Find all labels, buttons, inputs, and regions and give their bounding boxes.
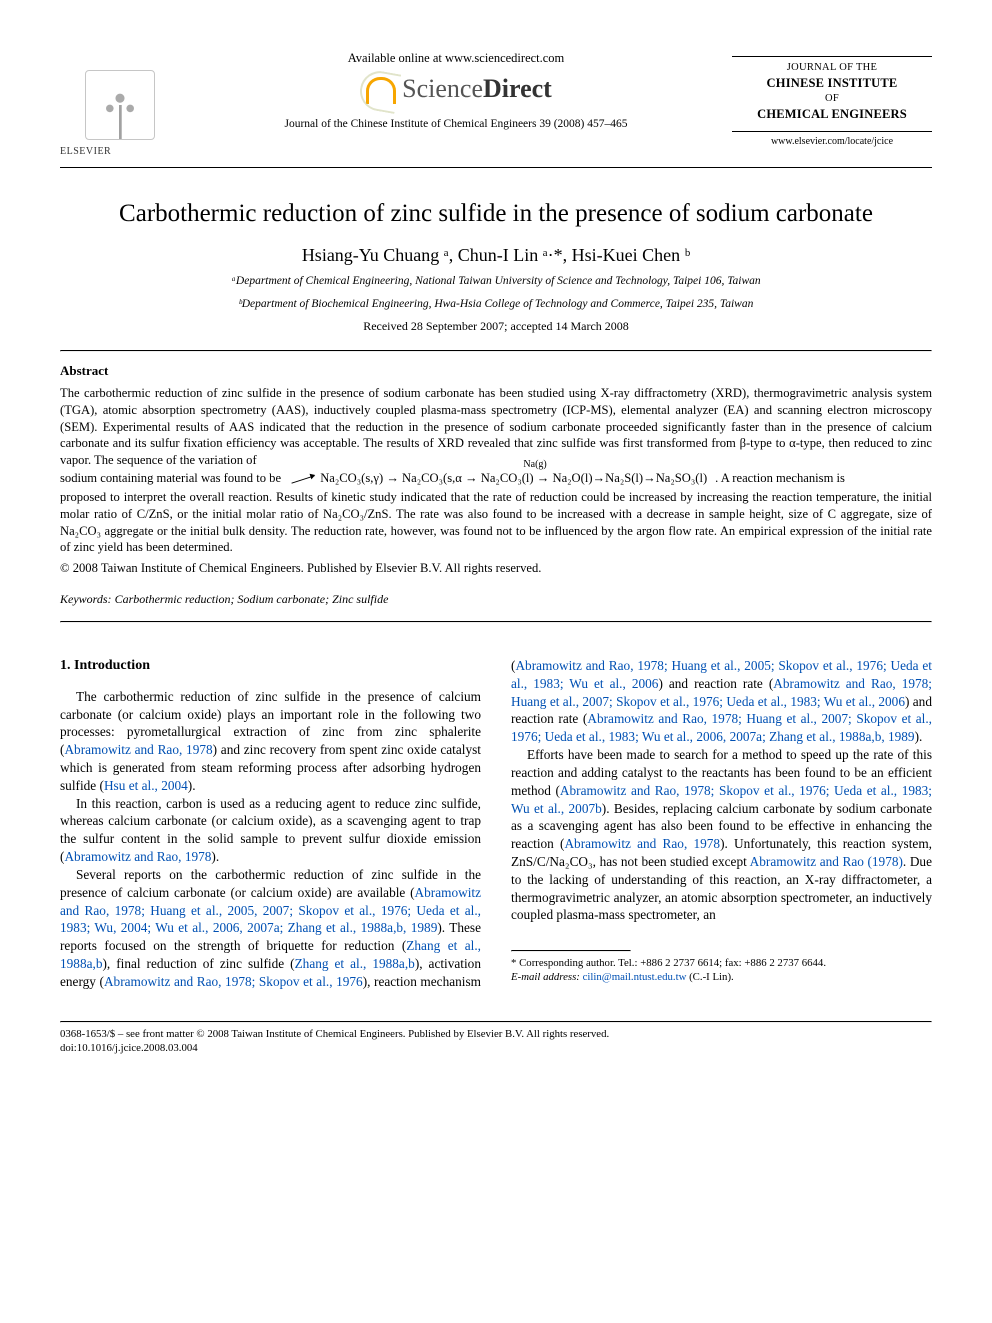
authors: Hsiang-Yu Chuang ᵃ, Chun-I Lin ᵃ·*, Hsi-… bbox=[60, 243, 932, 267]
sciencedirect-wordmark: ScienceDirect bbox=[402, 71, 552, 106]
affiliation-a: ᵃDepartment of Chemical Engineering, Nat… bbox=[60, 273, 932, 289]
footer-doi: doi:10.1016/j.jcice.2008.03.004 bbox=[60, 1041, 932, 1056]
corresponding-author: * Corresponding author. Tel.: +886 2 273… bbox=[511, 956, 932, 970]
citation-link[interactable]: Abramowitz and Rao, 1978 bbox=[64, 742, 212, 757]
journal-box-line2: CHEMICAL ENGINEERS bbox=[732, 106, 932, 123]
abstract-line2-left: sodium containing material was found to … bbox=[60, 470, 281, 487]
abstract-rule-bottom bbox=[60, 621, 932, 623]
sciencedirect-logo: ScienceDirect bbox=[180, 71, 732, 107]
abstract-heading: Abstract bbox=[60, 362, 932, 380]
t: ). bbox=[915, 729, 923, 744]
publisher-name: ELSEVIER bbox=[60, 145, 111, 159]
citation-link[interactable]: Abramowitz and Rao, 1978 bbox=[64, 849, 211, 864]
intro-p1: The carbothermic reduction of zinc sulfi… bbox=[60, 688, 481, 795]
email-name: (C.-I Lin). bbox=[689, 971, 734, 983]
abstract-p2: proposed to interpret the overall reacti… bbox=[60, 489, 932, 555]
intro-p2: In this reaction, carbon is used as a re… bbox=[60, 795, 481, 866]
sd-word-right: Direct bbox=[483, 74, 552, 103]
abstract-copyright: © 2008 Taiwan Institute of Chemical Engi… bbox=[60, 560, 932, 577]
t: ). bbox=[211, 849, 219, 864]
arrow-up-icon bbox=[291, 475, 314, 483]
reaction-text: Na₂CO₃(s,γ) → Na₂CO₃(s,α → Na₂CO₃(l) → N… bbox=[320, 471, 707, 485]
footer-line1: 0368-1653/$ – see front matter © 2008 Ta… bbox=[60, 1027, 932, 1042]
elsevier-tree-icon bbox=[85, 70, 155, 140]
header-center: Available online at www.sciencedirect.co… bbox=[180, 40, 732, 132]
journal-box-top: JOURNAL OF THE bbox=[732, 61, 932, 75]
keywords-row: Keywords: Carbothermic reduction; Sodium… bbox=[60, 591, 932, 607]
publisher-logo: ELSEVIER bbox=[60, 40, 180, 161]
section-1-heading: 1. Introduction bbox=[60, 657, 481, 676]
abstract-reaction-line: sodium containing material was found to … bbox=[60, 470, 932, 487]
article-title: Carbothermic reduction of zinc sulfide i… bbox=[60, 198, 932, 229]
footnote-rule bbox=[511, 950, 631, 952]
sciencedirect-icon bbox=[360, 71, 396, 107]
citation-link[interactable]: Zhang et al., 1988a,b bbox=[295, 956, 415, 971]
t: focused on the strength of briquette for… bbox=[104, 938, 406, 953]
footnotes: * Corresponding author. Tel.: +886 2 273… bbox=[511, 956, 932, 984]
journal-box: JOURNAL OF THE CHINESE INSTITUTE OF CHEM… bbox=[732, 40, 932, 149]
citation-link[interactable]: Abramowitz and Rao, 1978 bbox=[564, 836, 720, 851]
journal-box-line1: CHINESE INSTITUTE bbox=[732, 75, 932, 92]
page: ELSEVIER Available online at www.science… bbox=[0, 0, 992, 1086]
intro-p4: Efforts have been made to search for a m… bbox=[511, 746, 932, 924]
t: ). bbox=[188, 778, 196, 793]
t: ) and reaction rate ( bbox=[658, 676, 773, 691]
email-link[interactable]: cilin@mail.ntust.edu.tw bbox=[580, 971, 689, 983]
header-rule bbox=[60, 167, 932, 168]
title-block: Carbothermic reduction of zinc sulfide i… bbox=[60, 198, 932, 334]
email-label: E-mail address: bbox=[511, 971, 580, 983]
citation-link[interactable]: Abramowitz and Rao (1978) bbox=[750, 854, 903, 869]
citation-link[interactable]: Hsu et al., 2004 bbox=[104, 778, 188, 793]
body-columns: 1. Introduction The carbothermic reducti… bbox=[60, 657, 932, 991]
t: ), final reduction of zinc sulfide ( bbox=[102, 956, 294, 971]
reaction-chain: Na(g) Na₂CO₃(s,γ) → Na₂CO₃(s,α → Na₂CO₃(… bbox=[287, 470, 709, 487]
footer: 0368-1653/$ – see front matter © 2008 Ta… bbox=[60, 1027, 932, 1056]
abstract-rule-top bbox=[60, 350, 932, 352]
journal-box-of: OF bbox=[732, 92, 932, 106]
keywords-label: Keywords: bbox=[60, 592, 112, 606]
na-gas-label: Na(g) bbox=[523, 458, 546, 472]
journal-citation: Journal of the Chinese Institute of Chem… bbox=[180, 117, 732, 133]
journal-site: www.elsevier.com/locate/jcice bbox=[732, 131, 932, 149]
available-online-text: Available online at www.sciencedirect.co… bbox=[180, 50, 732, 67]
abstract-p1: The carbothermic reduction of zinc sulfi… bbox=[60, 385, 932, 468]
abstract-line2-right: . A reaction mechanism is bbox=[715, 470, 845, 487]
email-row: E-mail address: cilin@mail.ntust.edu.tw … bbox=[511, 970, 932, 984]
sd-word-left: Science bbox=[402, 74, 483, 103]
article-dates: Received 28 September 2007; accepted 14 … bbox=[60, 318, 932, 334]
affiliation-b: ᵇDepartment of Biochemical Engineering, … bbox=[60, 296, 932, 312]
keywords-text: Carbothermic reduction; Sodium carbonate… bbox=[112, 592, 389, 606]
footer-rule bbox=[60, 1021, 932, 1023]
citation-link[interactable]: Abramowitz and Rao, 1978; Skopov et al.,… bbox=[104, 974, 363, 989]
doi-text: doi:10.1016/j.jcice.2008.03.004 bbox=[60, 1042, 198, 1054]
header: ELSEVIER Available online at www.science… bbox=[60, 40, 932, 161]
